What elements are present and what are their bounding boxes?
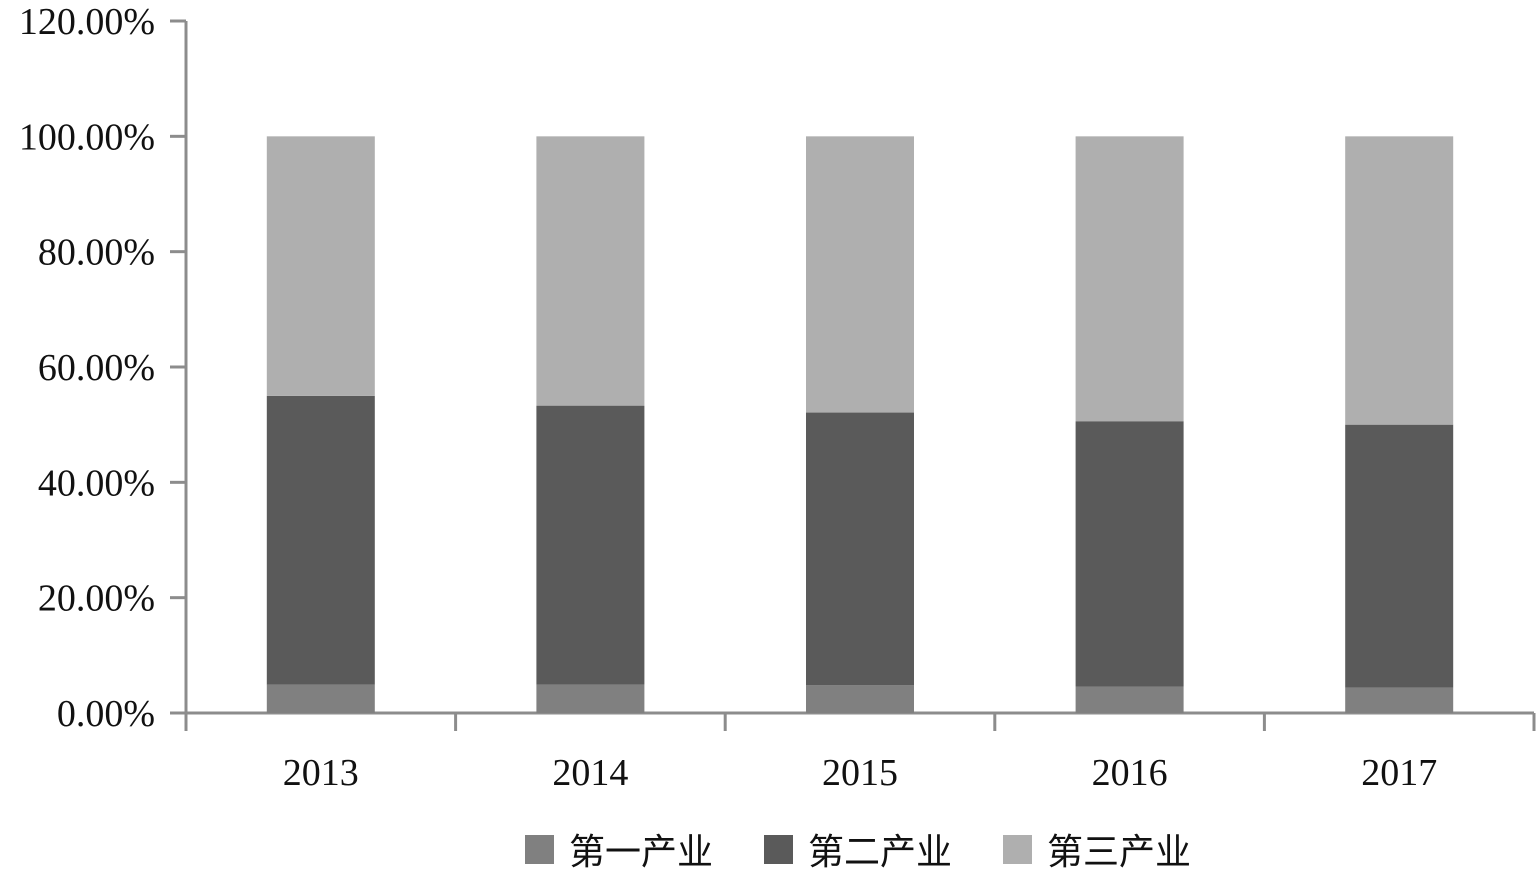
bar-segment xyxy=(266,684,375,713)
legend-item: 第二产业 xyxy=(764,832,952,872)
y-tick-label: 80.00% xyxy=(38,232,155,274)
x-tick-label: 2016 xyxy=(1092,752,1168,794)
y-tick-label: 0.00% xyxy=(57,693,155,735)
bar-segment xyxy=(536,136,645,406)
y-tick-label: 20.00% xyxy=(38,578,155,620)
bar-segment xyxy=(266,395,375,685)
legend-label: 第一产业 xyxy=(569,832,713,872)
legend-item: 第一产业 xyxy=(525,832,713,872)
bars xyxy=(266,136,1454,713)
legend-swatch xyxy=(525,835,554,864)
bar-segment xyxy=(806,136,914,413)
bar-segment xyxy=(806,412,914,686)
legend-label: 第二产业 xyxy=(808,832,952,872)
y-tick-label: 100.00% xyxy=(19,116,155,158)
bar-segment xyxy=(1075,421,1184,687)
legend-swatch xyxy=(764,835,793,864)
legend: 第一产业 第二产业 第三产业 xyxy=(525,832,1191,872)
bar-segment xyxy=(536,405,645,685)
x-axis: 2013 2014 2015 2016 2017 xyxy=(184,711,1536,794)
y-axis: 0.00% 20.00% 40.00% 60.00% 80.00% 100.00% 120.… xyxy=(19,1,188,735)
bar-segment xyxy=(806,685,914,713)
bar-segment xyxy=(1345,687,1454,713)
y-tick-label: 40.00% xyxy=(38,462,155,504)
x-tick-label: 2015 xyxy=(822,752,898,794)
legend-item: 第三产业 xyxy=(1003,832,1191,872)
bar-segment xyxy=(536,684,645,713)
x-tick-label: 2014 xyxy=(552,752,628,794)
bar-segment xyxy=(266,136,375,396)
y-tick-label: 120.00% xyxy=(19,1,155,43)
bar-segment xyxy=(1345,424,1454,688)
bar-segment xyxy=(1075,686,1184,713)
legend-swatch xyxy=(1003,835,1032,864)
x-tick-label: 2013 xyxy=(283,752,359,794)
bar-segment xyxy=(1345,136,1454,425)
bar-segment xyxy=(1075,136,1184,422)
y-tick-label: 60.00% xyxy=(38,347,155,389)
legend-label: 第三产业 xyxy=(1047,832,1191,872)
x-tick-label: 2017 xyxy=(1361,752,1437,794)
